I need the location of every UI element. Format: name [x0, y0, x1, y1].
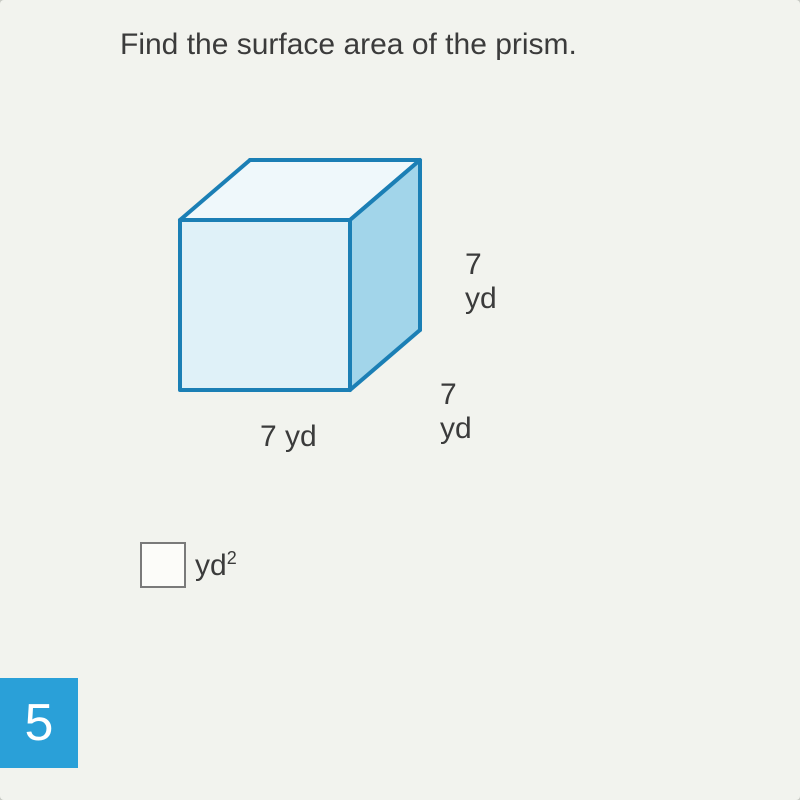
- dim-label-depth: 7 yd: [440, 378, 472, 446]
- answer-input[interactable]: [140, 542, 186, 588]
- worksheet-page: Find the surface area of the prism. 7 yd…: [0, 0, 800, 800]
- unit-base: yd: [195, 549, 227, 582]
- prism-cube-svg: [160, 130, 460, 430]
- answer-unit: yd2: [195, 548, 237, 583]
- question-text: Find the surface area of the prism.: [120, 28, 577, 62]
- prism-figure: 7 yd 7 yd 7 yd: [160, 130, 460, 430]
- question-number-badge: 5: [0, 678, 78, 768]
- dim-label-bottom: 7 yd: [260, 420, 317, 454]
- dim-label-right: 7 yd: [465, 248, 497, 316]
- unit-exponent: 2: [227, 548, 237, 568]
